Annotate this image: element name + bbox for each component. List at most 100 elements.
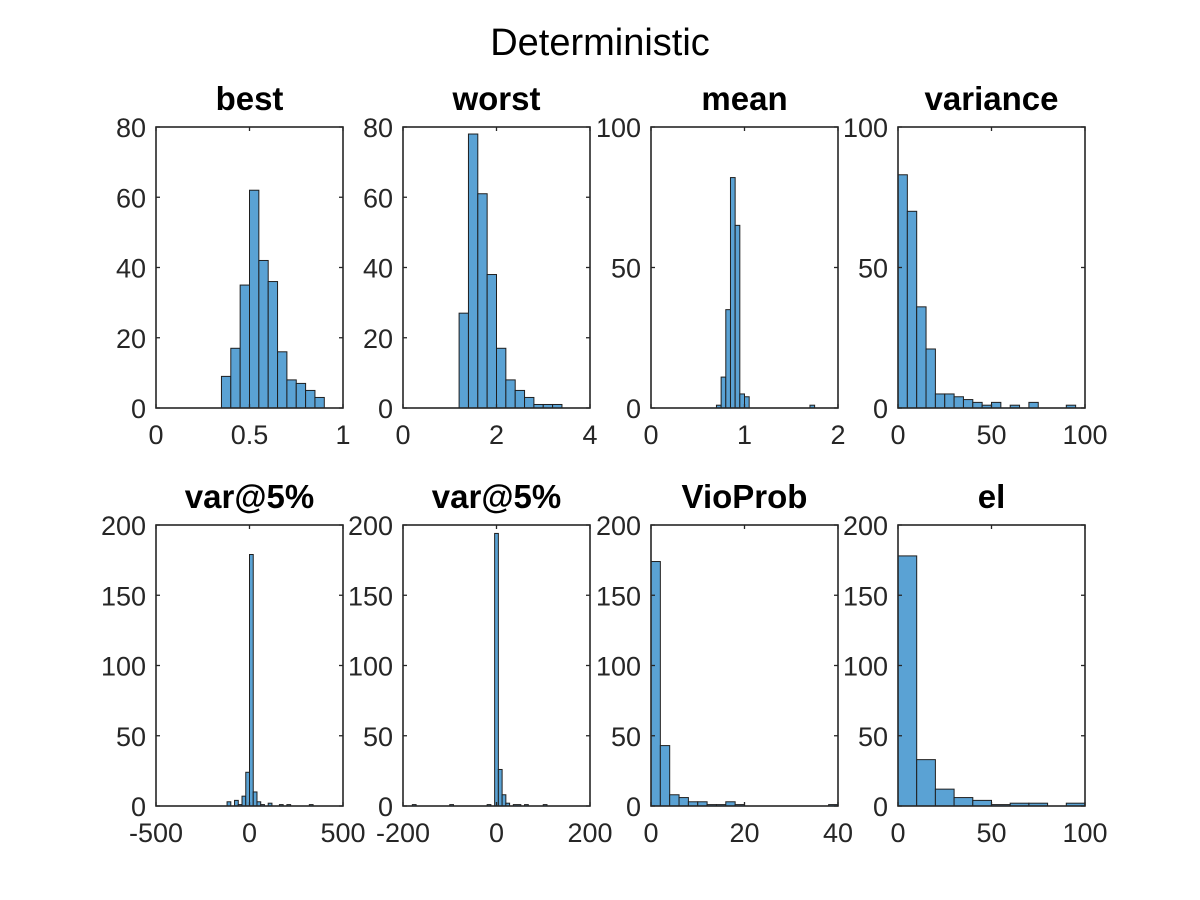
y-tick-label: 150 <box>596 581 641 611</box>
histogram-bar <box>972 799 992 807</box>
histogram-bar <box>916 759 936 807</box>
y-tick-label: 0 <box>131 792 146 822</box>
y-tick-label: 20 <box>116 324 146 354</box>
subplot-title: var@5% <box>432 478 561 515</box>
histogram-bar <box>953 797 974 807</box>
histogram-bar <box>497 768 503 807</box>
histogram-bar <box>725 309 731 409</box>
y-tick-label: 100 <box>101 652 146 682</box>
y-tick-label: 50 <box>858 254 888 284</box>
y-tick-label: 150 <box>843 581 888 611</box>
y-tick-label: 0 <box>131 394 146 424</box>
y-tick-label: 80 <box>363 113 393 143</box>
y-tick-label: 0 <box>626 394 641 424</box>
subplot-1: 0 0.5 1 0 20 40 60 80 best <box>116 80 351 450</box>
histogram-bar <box>239 284 250 409</box>
histogram-bar <box>477 193 488 409</box>
x-tick-label: 0 <box>489 818 504 848</box>
x-tick-label: 0 <box>148 420 163 450</box>
subplot-8: 0 50 100 0 50 100 150 200 el <box>843 478 1108 848</box>
y-tick-label: 40 <box>363 254 393 284</box>
figure-title: Deterministic <box>490 22 710 64</box>
y-tick-label: 50 <box>116 722 146 752</box>
x-tick-label: 40 <box>823 818 853 848</box>
x-tick-label: 0.5 <box>231 420 269 450</box>
x-tick-label: 4 <box>582 420 597 450</box>
y-tick-label: 0 <box>626 792 641 822</box>
x-tick-label: 2 <box>830 420 845 450</box>
histogram-bar <box>234 799 239 807</box>
y-tick-label: 0 <box>378 792 393 822</box>
y-tick-label: 80 <box>116 113 146 143</box>
y-tick-label: 0 <box>873 792 888 822</box>
x-tick-label: 0 <box>643 818 658 848</box>
x-tick-label: 50 <box>976 818 1006 848</box>
histogram-bar <box>267 281 279 409</box>
y-tick-label: 50 <box>858 722 888 752</box>
histogram-bar <box>897 555 918 807</box>
y-tick-label: 200 <box>843 511 888 541</box>
x-tick-label: 1 <box>335 420 350 450</box>
y-tick-label: 150 <box>101 581 146 611</box>
histogram-bar <box>659 745 671 807</box>
y-tick-label: 200 <box>348 511 393 541</box>
histogram-bar <box>305 389 316 409</box>
y-tick-label: 50 <box>611 722 641 752</box>
histogram-bar <box>249 554 254 807</box>
histogram-bar <box>678 797 689 807</box>
x-tick-label: -500 <box>129 818 183 848</box>
histogram-bar <box>906 210 918 409</box>
y-tick-label: 50 <box>363 722 393 752</box>
histogram-bar <box>739 393 746 409</box>
x-tick-label: 0 <box>242 818 257 848</box>
x-tick-label: 500 <box>320 818 365 848</box>
histogram-bar <box>962 399 974 409</box>
x-tick-label: 20 <box>729 818 759 848</box>
histogram-bar <box>720 376 727 409</box>
subplot-title: VioProb <box>682 478 808 515</box>
x-tick-label: 50 <box>976 420 1006 450</box>
subplot-7: 0 20 40 0 50 100 150 200 VioProb <box>596 478 853 848</box>
x-tick-label: 100 <box>1062 420 1107 450</box>
y-tick-label: 20 <box>363 324 393 354</box>
x-tick-label: 0 <box>890 420 905 450</box>
y-tick-label: 100 <box>348 652 393 682</box>
y-tick-label: 100 <box>596 113 641 143</box>
x-tick-label: 200 <box>567 818 612 848</box>
y-tick-label: 100 <box>596 652 641 682</box>
x-tick-label: 0 <box>395 420 410 450</box>
subplot-title: variance <box>925 80 1059 117</box>
subplot-title: mean <box>701 80 787 117</box>
y-tick-label: 0 <box>378 394 393 424</box>
x-tick-label: 0 <box>643 420 658 450</box>
x-tick-label: 1 <box>737 420 752 450</box>
y-tick-label: 150 <box>348 581 393 611</box>
y-tick-label: 200 <box>596 511 641 541</box>
subplot-title: worst <box>451 80 540 117</box>
axes-frame <box>650 524 839 807</box>
histogram-bar <box>277 351 288 409</box>
histogram-bar <box>524 396 535 409</box>
histogram-bar <box>467 133 479 409</box>
histogram-bar <box>514 389 526 409</box>
histogram-bar <box>230 347 241 409</box>
subplot-3: 0 1 2 0 50 100 mean <box>596 80 846 450</box>
y-tick-label: 0 <box>873 394 888 424</box>
histogram-bar <box>897 174 908 409</box>
histogram-bar <box>494 532 499 807</box>
y-tick-label: 100 <box>843 652 888 682</box>
histogram-bar <box>729 177 736 409</box>
histogram-bar <box>991 401 1002 409</box>
y-tick-label: 200 <box>101 511 146 541</box>
histogram-bar <box>486 274 497 409</box>
histogram-bar <box>505 379 516 409</box>
subplot-title: var@5% <box>185 478 314 515</box>
x-tick-label: 100 <box>1062 818 1107 848</box>
histogram-bar <box>1028 401 1039 409</box>
axes-frame <box>650 126 839 409</box>
histogram-bar <box>286 379 297 409</box>
histogram-bar <box>258 259 269 409</box>
